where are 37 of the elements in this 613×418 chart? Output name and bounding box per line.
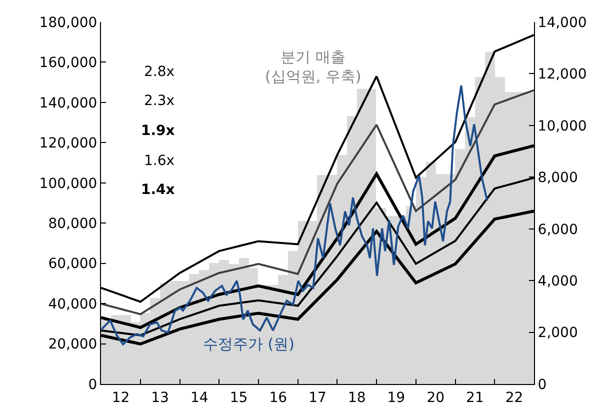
annotation: 2.8x <box>144 64 175 80</box>
y-tick-label: 40,000 <box>48 296 98 312</box>
x-tick-label: 12 <box>112 390 130 406</box>
x-tick-label: 18 <box>348 390 366 406</box>
y-tick-label: 160,000 <box>39 55 98 72</box>
y-tick-label: 60,000 <box>48 256 98 272</box>
x-tick-label: 14 <box>190 390 208 406</box>
y-tick-label: 180,000 <box>39 14 98 31</box>
y-tick-label: 80,000 <box>48 216 98 232</box>
x-tick-label: 21 <box>466 390 484 406</box>
y2-tick-label: 0 <box>538 376 547 393</box>
y2-tick-label: 6,000 <box>538 222 578 238</box>
x-tick-label: 16 <box>269 390 288 406</box>
annotation: 1.6x <box>144 153 175 169</box>
y2-tick-label: 2,000 <box>538 325 578 342</box>
annotation: 1.9x <box>141 123 175 139</box>
y2-tick-label: 4,000 <box>538 273 578 290</box>
annotation: 2.3x <box>144 93 175 109</box>
x-tick-label: 17 <box>308 390 326 406</box>
annotation: 1.4x <box>141 182 175 198</box>
line-series <box>101 89 534 316</box>
y-tick-label: 120,000 <box>39 136 98 152</box>
x-tick-label: 15 <box>230 390 248 406</box>
y2-tick-label: 12,000 <box>538 66 587 83</box>
y-tick-label: 140,000 <box>39 95 98 112</box>
series-label: 수정주가 (원) <box>203 335 294 353</box>
y2-tick-label: 10,000 <box>538 118 587 134</box>
x-tick-label: 20 <box>426 390 445 406</box>
y-tick-label: 0 <box>88 376 98 393</box>
y-tick-label: 100,000 <box>39 176 98 192</box>
x-tick-label: 19 <box>387 390 406 406</box>
series-label: 분기 매출 (십억원, 우축) <box>265 48 362 86</box>
x-tick-label: 22 <box>505 390 524 406</box>
y2-tick-label: 14,000 <box>538 14 587 31</box>
y2-tick-label: 8,000 <box>538 170 578 186</box>
x-tick-label: 13 <box>151 390 169 406</box>
y-tick-label: 20,000 <box>48 336 98 353</box>
